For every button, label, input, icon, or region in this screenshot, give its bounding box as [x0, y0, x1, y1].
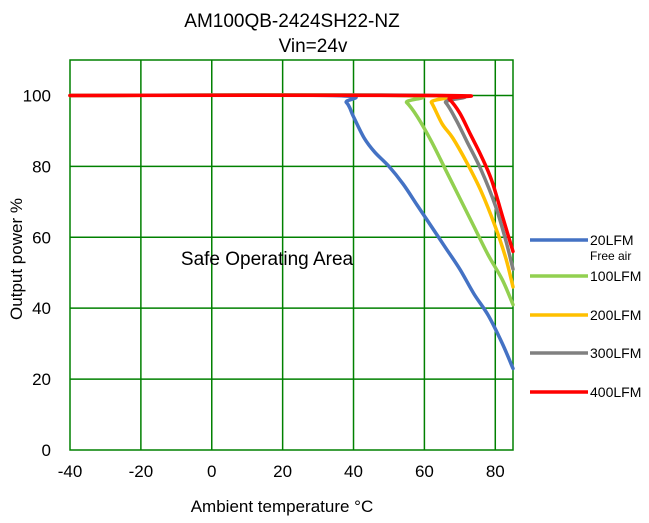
- x-tick-labels: -40 -20 0 20 40 60 80: [58, 462, 505, 481]
- legend-label: 300LFM: [590, 345, 641, 361]
- legend-label: 400LFM: [590, 384, 641, 400]
- y-tick-label: 80: [32, 157, 51, 176]
- y-tick-label: 20: [32, 370, 51, 389]
- series-layer: [68, 93, 515, 371]
- legend-label: 20LFM: [590, 232, 634, 248]
- y-tick-label: 0: [42, 441, 51, 460]
- y-tick-label: 100: [23, 86, 51, 105]
- legend-label: 200LFM: [590, 307, 641, 323]
- x-tick-label: 80: [486, 462, 505, 481]
- y-axis-label: Output power %: [7, 198, 26, 320]
- chart-title: AM100QB-2424SH22-NZ: [184, 11, 400, 32]
- x-tick-label: 60: [415, 462, 434, 481]
- legend-sublabel: Free air: [590, 249, 631, 263]
- y-tick-label: 40: [32, 299, 51, 318]
- series-line-100lfm: [68, 93, 515, 307]
- series-line-20lfm: [68, 93, 515, 371]
- series-line-300lfm: [68, 93, 515, 271]
- chart-subtitle: Vin=24v: [279, 36, 348, 57]
- x-tick-label: 0: [207, 462, 216, 481]
- x-tick-label: -40: [58, 462, 83, 481]
- legend-label: 100LFM: [590, 268, 641, 284]
- y-tick-label: 60: [32, 228, 51, 247]
- series-line-400lfm: [68, 93, 515, 254]
- x-axis-label: Ambient temperature °C: [191, 497, 374, 516]
- x-tick-label: 40: [344, 462, 363, 481]
- y-tick-labels: 0 20 40 60 80 100: [23, 86, 51, 460]
- plot-frame: [69, 59, 514, 451]
- annotation-safe-operating-area: Safe Operating Area: [181, 249, 354, 270]
- x-tick-label: -20: [129, 462, 154, 481]
- x-tick-label: 20: [273, 462, 292, 481]
